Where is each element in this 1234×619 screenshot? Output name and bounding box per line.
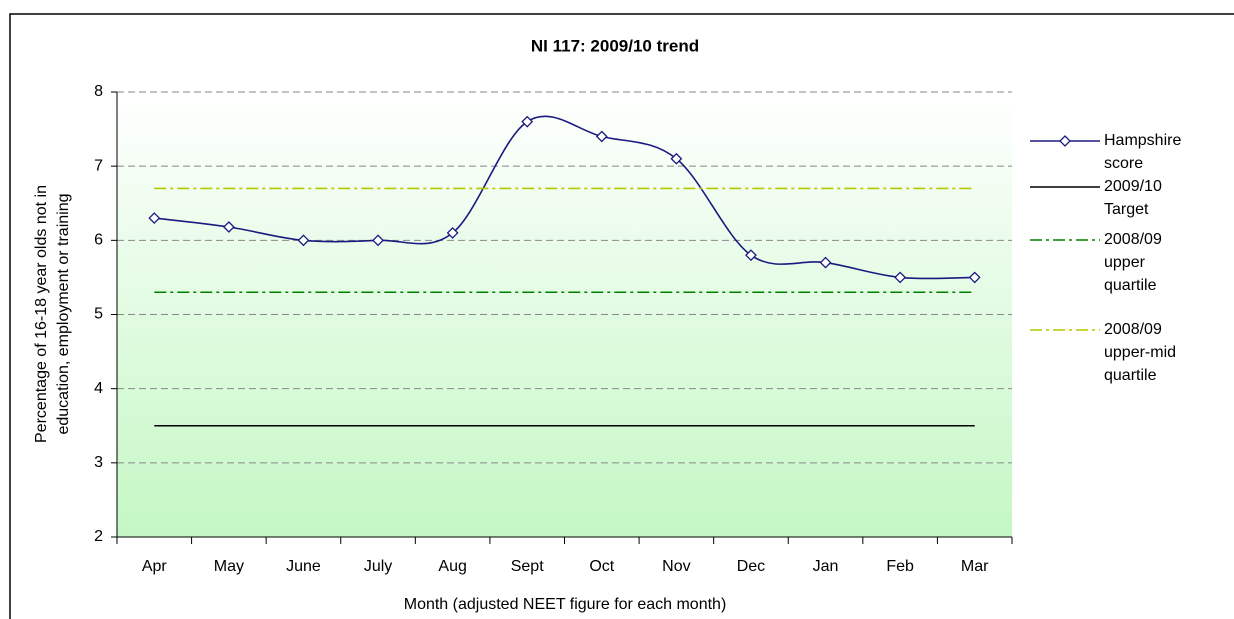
marker — [745, 249, 757, 262]
marker — [670, 152, 683, 165]
y-tick-label: 4 — [94, 380, 103, 397]
marker — [595, 130, 608, 143]
y-tick-label: 6 — [94, 232, 103, 249]
marker — [894, 271, 907, 284]
x-tick-label: July — [364, 558, 392, 575]
marker — [521, 115, 534, 128]
x-tick-label: Oct — [589, 558, 614, 575]
legend-label: 2009/10 Target — [1104, 178, 1162, 218]
x-tick-label: May — [214, 558, 244, 575]
x-tick-label: Apr — [142, 558, 168, 575]
x-tick-label: Dec — [737, 558, 765, 575]
marker — [297, 234, 310, 247]
x-tick-label: Feb — [886, 558, 914, 575]
y-tick-label: 7 — [94, 157, 103, 174]
x-axis-label: Month (adjusted NEET figure for each mon… — [404, 596, 727, 613]
marker — [446, 226, 459, 239]
x-tick-label: June — [286, 558, 321, 575]
y-tick-label: 3 — [94, 454, 103, 471]
legend-label: Hampshire score — [1104, 132, 1182, 172]
y-tick-label: 5 — [94, 306, 103, 323]
x-tick-label: Aug — [438, 558, 466, 575]
y-tick-label: 8 — [94, 83, 103, 100]
marker — [148, 212, 161, 225]
y-axis-label: education, employment or training — [55, 193, 72, 434]
marker — [819, 256, 832, 269]
x-tick-label: Mar — [961, 558, 989, 575]
legend-label: 2008/09 upper-mid quartile — [1104, 321, 1177, 384]
marker — [222, 221, 235, 233]
legend-marker — [1059, 135, 1071, 147]
x-tick-label: Nov — [662, 558, 690, 575]
x-tick-label: Jan — [813, 558, 839, 575]
y-axis-label: Percentage of 16-18 year olds not in — [33, 185, 50, 443]
legend-label: 2008/09 upper quartile — [1104, 231, 1162, 294]
chart-title: NI 117: 2009/10 trend — [531, 36, 699, 55]
marker — [372, 234, 384, 247]
marker — [968, 271, 981, 284]
y-tick-label: 2 — [94, 528, 103, 545]
x-tick-label: Sept — [511, 558, 544, 575]
